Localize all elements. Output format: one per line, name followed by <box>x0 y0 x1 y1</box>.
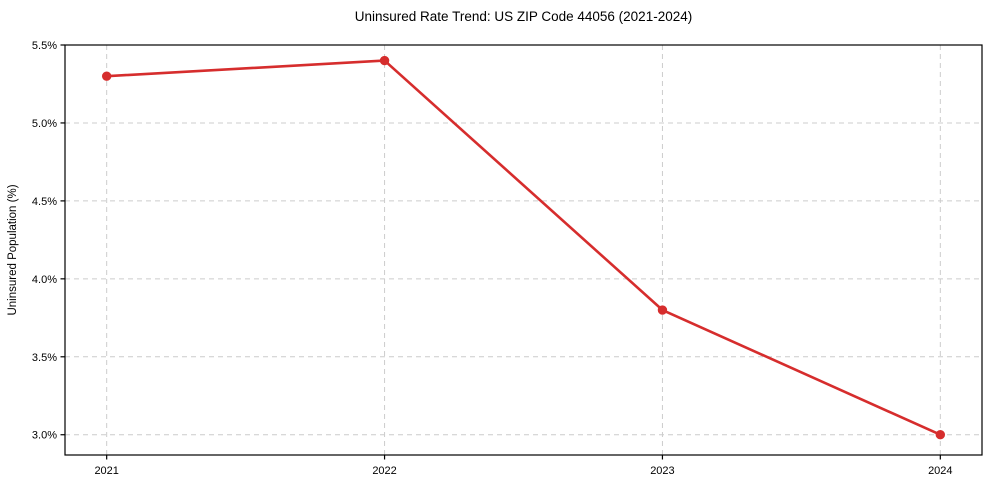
y-axis-label: Uninsured Population (%) <box>7 184 19 315</box>
plot-border-layer <box>64 44 983 456</box>
data-point-2024 <box>935 430 946 440</box>
data-point-2023 <box>657 305 668 315</box>
x-tick-label: 2023 <box>650 465 674 477</box>
x-tick-label: 2021 <box>94 465 118 477</box>
y-tick-label: 4.5% <box>32 196 57 208</box>
y-tick-label: 5.5% <box>32 40 57 52</box>
y-tick-label: 3.0% <box>32 430 57 442</box>
data-point-2022 <box>379 55 390 66</box>
x-tick-label: 2024 <box>928 465 952 477</box>
tick-labels-layer: 3.0% 3.5% 4.0% 4.5% 5.0% 5.5% 2021 2022 2023 2024 <box>32 40 953 477</box>
gridlines-layer <box>65 44 982 455</box>
y-tick-label: 3.5% <box>32 352 57 364</box>
plot-border <box>64 44 983 456</box>
tick-marks-layer <box>60 44 941 460</box>
data-point-2021 <box>101 71 112 81</box>
y-tick-label: 5.0% <box>32 118 57 130</box>
y-tick-label: 4.0% <box>32 274 57 286</box>
data-series-layer <box>101 55 946 440</box>
chart-title: Uninsured Rate Trend: US ZIP Code 44056 … <box>355 9 692 24</box>
trend-line <box>105 59 942 437</box>
x-tick-label: 2022 <box>372 465 396 477</box>
